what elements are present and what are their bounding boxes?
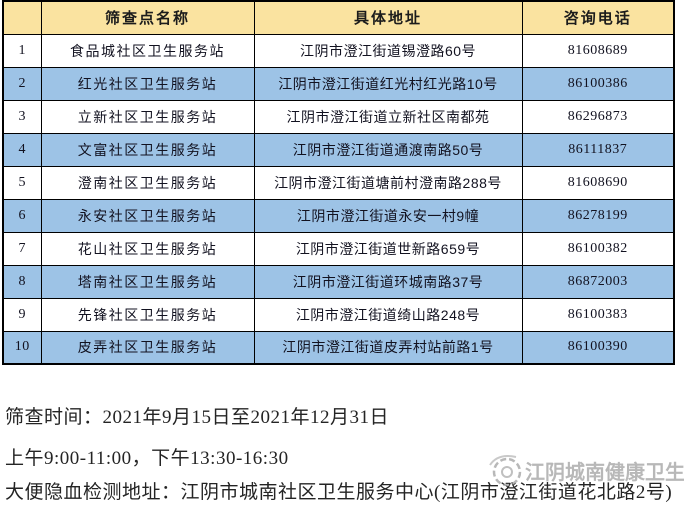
site-address: 江阴市澄江街道世新路659号 — [253, 231, 523, 266]
site-name: 红光社区卫生服务站 — [40, 66, 255, 101]
table-row: 7 花山社区卫生服务站 江阴市澄江街道世新路659号 86100382 — [2, 231, 675, 266]
site-address: 江阴市澄江街道环城南路37号 — [253, 264, 523, 299]
row-number: 1 — [2, 33, 42, 68]
table-row: 5 澄南社区卫生服务站 江阴市澄江街道塘前村澄南路288号 81608690 — [2, 165, 675, 200]
screening-points-table: 筛查点名称 具体地址 咨询电话 1 食品城社区卫生服务站 江阴市澄江街道锡澄路6… — [2, 0, 675, 365]
header-phone: 咨询电话 — [521, 0, 675, 35]
row-number: 7 — [2, 231, 42, 266]
site-name: 永安社区卫生服务站 — [40, 198, 255, 233]
site-name: 花山社区卫生服务站 — [40, 231, 255, 266]
row-number: 2 — [2, 66, 42, 101]
site-name: 塔南社区卫生服务站 — [40, 264, 255, 299]
header-address: 具体地址 — [253, 0, 523, 35]
row-number: 10 — [2, 330, 42, 365]
site-address: 江阴市澄江街道永安一村9幢 — [253, 198, 523, 233]
screening-time-text: 筛查时间：2021年9月15日至2021年12月31日 — [5, 407, 390, 428]
site-address: 江阴市澄江街道通渡南路50号 — [253, 132, 523, 167]
site-phone: 81608690 — [521, 165, 675, 200]
test-location-text: 大便隐血检测地址：江阴市城南社区卫生服务中心(江阴市澄江街道花北路2号) — [5, 482, 673, 503]
header-index — [2, 0, 42, 35]
site-address: 江阴市澄江街道红光村红光路10号 — [253, 66, 523, 101]
site-address: 江阴市澄江街道皮弄村站前路1号 — [253, 330, 523, 365]
site-address: 江阴市澄江街道塘前村澄南路288号 — [253, 165, 523, 200]
site-phone: 86111837 — [521, 132, 675, 167]
header-name: 筛查点名称 — [40, 0, 255, 35]
site-phone: 81608689 — [521, 33, 675, 68]
row-number: 9 — [2, 297, 42, 332]
site-phone: 86296873 — [521, 99, 675, 134]
site-phone: 86100390 — [521, 330, 675, 365]
table-header-row: 筛查点名称 具体地址 咨询电话 — [2, 0, 675, 35]
screening-hours-text: 上午9:00-11:00，下午13:30-16:30 — [5, 448, 289, 469]
site-name: 文富社区卫生服务站 — [40, 132, 255, 167]
row-number: 8 — [2, 264, 42, 299]
site-phone: 86278199 — [521, 198, 675, 233]
table-row: 1 食品城社区卫生服务站 江阴市澄江街道锡澄路60号 81608689 — [2, 33, 675, 68]
table-row: 4 文富社区卫生服务站 江阴市澄江街道通渡南路50号 86111837 — [2, 132, 675, 167]
site-name: 食品城社区卫生服务站 — [40, 33, 255, 68]
table-row: 3 立新社区卫生服务站 江阴市澄江街道立新社区南都苑 86296873 — [2, 99, 675, 134]
site-phone: 86100386 — [521, 66, 675, 101]
site-name: 澄南社区卫生服务站 — [40, 165, 255, 200]
site-phone: 86872003 — [521, 264, 675, 299]
table-row: 2 红光社区卫生服务站 江阴市澄江街道红光村红光路10号 86100386 — [2, 66, 675, 101]
site-name: 皮弄社区卫生服务站 — [40, 330, 255, 365]
row-number: 5 — [2, 165, 42, 200]
site-phone: 86100382 — [521, 231, 675, 266]
table-row: 8 塔南社区卫生服务站 江阴市澄江街道环城南路37号 86872003 — [2, 264, 675, 299]
table-row: 6 永安社区卫生服务站 江阴市澄江街道永安一村9幢 86278199 — [2, 198, 675, 233]
site-name: 立新社区卫生服务站 — [40, 99, 255, 134]
site-address: 江阴市澄江街道绮山路248号 — [253, 297, 523, 332]
row-number: 4 — [2, 132, 42, 167]
site-address: 江阴市澄江街道立新社区南都苑 — [253, 99, 523, 134]
row-number: 3 — [2, 99, 42, 134]
table-row: 9 先锋社区卫生服务站 江阴市澄江街道绮山路248号 86100383 — [2, 297, 675, 332]
site-address: 江阴市澄江街道锡澄路60号 — [253, 33, 523, 68]
table-row: 10 皮弄社区卫生服务站 江阴市澄江街道皮弄村站前路1号 86100390 — [2, 330, 675, 365]
site-name: 先锋社区卫生服务站 — [40, 297, 255, 332]
site-phone: 86100383 — [521, 297, 675, 332]
row-number: 6 — [2, 198, 42, 233]
